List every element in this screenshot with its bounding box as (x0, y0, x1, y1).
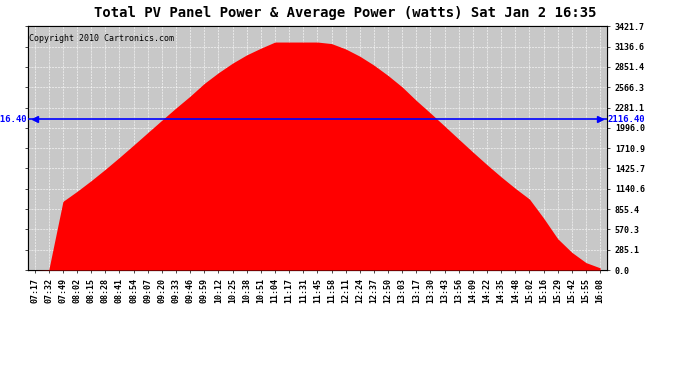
Text: 2116.40: 2116.40 (0, 115, 27, 124)
Text: 2116.40: 2116.40 (608, 115, 645, 124)
Text: Copyright 2010 Cartronics.com: Copyright 2010 Cartronics.com (30, 34, 175, 43)
Text: Total PV Panel Power & Average Power (watts) Sat Jan 2 16:35: Total PV Panel Power & Average Power (wa… (94, 6, 596, 20)
